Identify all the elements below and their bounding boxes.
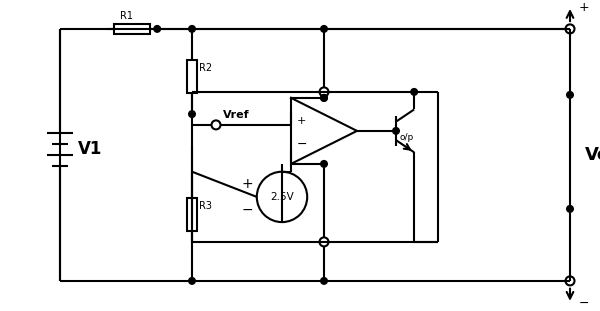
Circle shape bbox=[320, 95, 328, 101]
Bar bbox=[187, 198, 197, 231]
Text: Vo: Vo bbox=[585, 146, 600, 164]
Circle shape bbox=[411, 89, 418, 95]
Text: R3: R3 bbox=[199, 201, 212, 211]
Circle shape bbox=[320, 26, 328, 32]
Text: o/p: o/p bbox=[400, 133, 414, 142]
Circle shape bbox=[188, 278, 196, 284]
Text: +: + bbox=[579, 2, 590, 14]
Circle shape bbox=[392, 128, 400, 134]
Text: −: − bbox=[297, 137, 308, 151]
Text: −: − bbox=[579, 297, 589, 310]
Circle shape bbox=[188, 111, 196, 117]
Circle shape bbox=[154, 26, 161, 32]
Circle shape bbox=[320, 95, 328, 101]
Text: −: − bbox=[242, 202, 253, 216]
Text: +: + bbox=[242, 177, 253, 191]
Circle shape bbox=[188, 26, 196, 32]
Circle shape bbox=[567, 92, 574, 98]
Bar bbox=[187, 60, 197, 93]
Text: Vref: Vref bbox=[223, 110, 250, 120]
Text: V1: V1 bbox=[78, 140, 103, 158]
Text: R1: R1 bbox=[120, 11, 133, 21]
Text: +: + bbox=[297, 116, 307, 126]
Bar bbox=[114, 24, 150, 34]
Circle shape bbox=[567, 206, 574, 212]
Circle shape bbox=[320, 278, 328, 284]
Text: R2: R2 bbox=[199, 63, 212, 73]
Text: 2.5V: 2.5V bbox=[270, 192, 294, 202]
Circle shape bbox=[320, 160, 328, 167]
